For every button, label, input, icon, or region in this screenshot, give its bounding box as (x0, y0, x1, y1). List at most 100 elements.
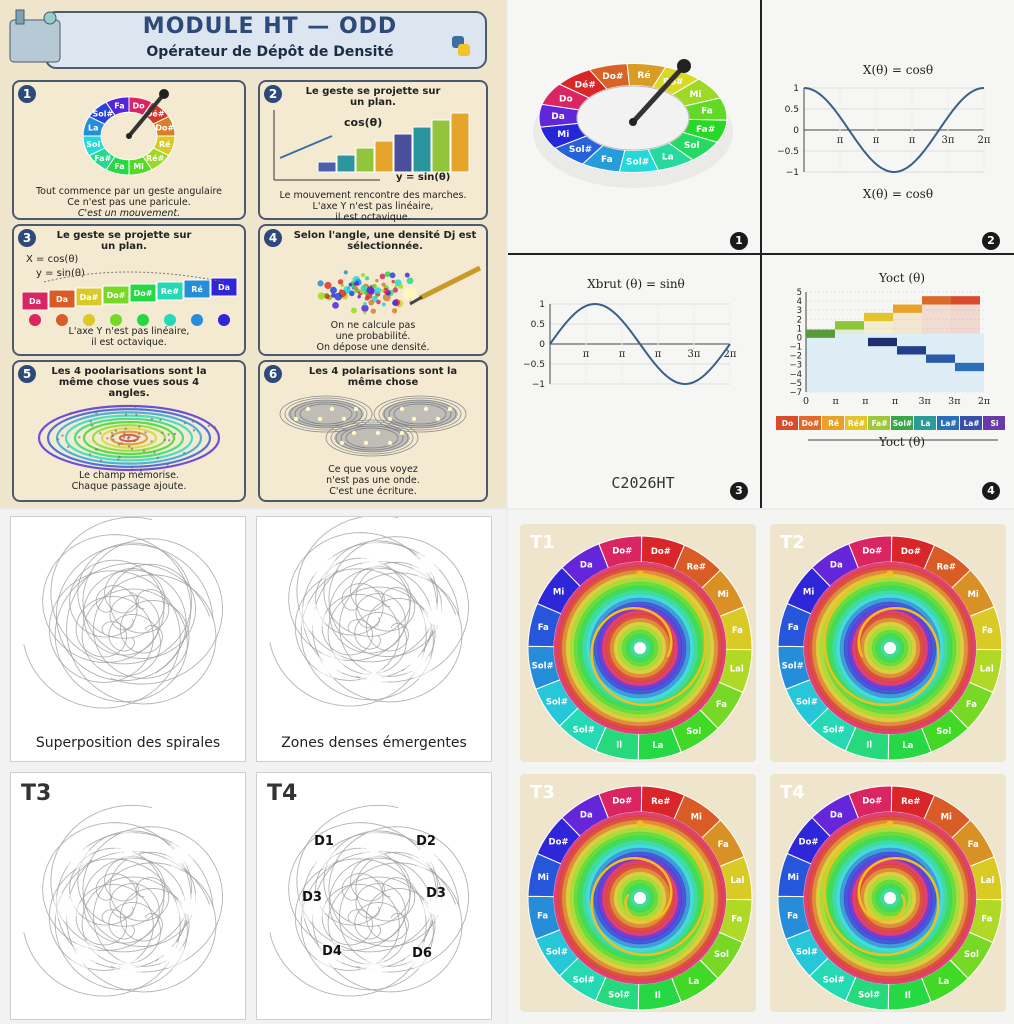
note-label: Sol# (546, 948, 568, 958)
orbit-ring (335, 423, 409, 453)
note-label: Mi (133, 162, 144, 171)
note-label: Do (133, 101, 146, 110)
card-caption-line: il est octavique. (91, 337, 167, 348)
note-label: Sol# (796, 698, 818, 708)
spiral-curve (82, 826, 223, 973)
x-tick-label: 2π (978, 135, 991, 146)
note-label: Da (56, 295, 68, 304)
density-dot (374, 295, 378, 299)
stair-block (336, 154, 356, 173)
note-label: Da (218, 283, 230, 292)
x-tick-label: π (833, 396, 839, 407)
note-label: Ré (191, 284, 203, 294)
y-tick-label: 1 (797, 324, 802, 334)
dense-zone-core (322, 947, 338, 963)
y-tick-label: −4 (789, 370, 802, 380)
note-dot (110, 314, 122, 326)
note-label: Mi (689, 90, 701, 100)
x-tick-label: π (583, 349, 590, 360)
y-tick-label: −3 (789, 361, 802, 371)
light-point (423, 406, 429, 412)
note-label: Fa# (94, 154, 111, 163)
spiral-band (819, 827, 961, 969)
dense-zone-core (428, 899, 444, 915)
card-caption-line: L'axe Y n'est pas linéaire, (68, 326, 190, 337)
spiral-band (871, 629, 909, 667)
note-label: Fa (537, 912, 548, 922)
spiral-band (851, 859, 929, 937)
spiral-band (819, 577, 961, 719)
note-label: Do (559, 95, 573, 105)
field-dot (191, 420, 195, 423)
light-point (353, 406, 359, 412)
field-dot (99, 459, 103, 462)
x-tick-label: 3π (688, 349, 701, 360)
field-dot (192, 429, 196, 432)
card-caption-line: L'axe Y n'est pas linéaire, (312, 201, 434, 212)
note-label: Sol# (823, 975, 845, 985)
field-dot (153, 451, 156, 454)
writing-field-illustration (279, 395, 467, 457)
density-label: D6 (412, 946, 432, 961)
step-bar (893, 304, 922, 313)
spiral-band (835, 843, 945, 953)
y-tick-label: 1 (539, 300, 545, 310)
note-step (210, 277, 238, 297)
spiral-band (851, 609, 929, 687)
density-dot (380, 288, 385, 293)
stair-block (431, 119, 451, 173)
field-dot (66, 445, 70, 449)
density-dot (337, 279, 344, 285)
dense-zone-core (172, 847, 188, 863)
note-label: Da (29, 297, 41, 306)
note-chip (983, 416, 1005, 430)
density-dot (348, 290, 355, 297)
note-label: Fa (981, 915, 992, 925)
density-dot (332, 302, 339, 309)
field-dot (95, 412, 98, 415)
orbit-ring (388, 401, 452, 427)
field-dot (163, 438, 166, 442)
light-point (363, 440, 369, 446)
note-label: Sol# (626, 157, 649, 167)
polarisation-ring (118, 433, 140, 443)
note-label: Sol# (569, 145, 592, 155)
polarisation-ring (64, 414, 194, 462)
density-dot (361, 304, 369, 312)
step-bar (835, 321, 864, 330)
note-label: Sol (686, 727, 701, 737)
spiral-band (863, 871, 917, 925)
note-label: Dé# (146, 108, 165, 118)
spiral-band (569, 577, 711, 719)
field-dot (134, 405, 137, 408)
note-label: Mi (557, 130, 569, 140)
dense-zone-core (182, 899, 198, 915)
density-dot (343, 270, 348, 275)
spiral-panel-2: Zones denses émergentes (256, 516, 492, 762)
density-dot (398, 284, 404, 289)
note-label: Fa (601, 155, 613, 165)
field-dot (124, 413, 128, 416)
density-dot (391, 308, 398, 314)
density-dot (363, 302, 367, 306)
note-label: Sol# (573, 725, 595, 735)
spiral-band (601, 609, 679, 687)
step-bar (868, 337, 897, 347)
spiral-band (803, 811, 977, 985)
wheel-label: T4 (780, 782, 805, 803)
y-tick-label: −0.5 (777, 147, 799, 157)
spiral-panels: Superposition des spirales Zones denses … (0, 510, 506, 1024)
y-tick-label: 0 (793, 126, 799, 136)
x-tick-label: π (909, 135, 916, 146)
note-label: Mi (967, 590, 978, 600)
spiral-curve (50, 517, 193, 665)
module-subtitle: Opérateur de Dépôt de Densité (146, 44, 394, 60)
orbit-ring (279, 395, 373, 433)
note-chip-label: Ré (828, 419, 839, 428)
note-label: La (902, 741, 913, 751)
data-curve (549, 302, 731, 386)
density-dot (381, 282, 386, 287)
note-label: Re# (687, 562, 706, 572)
note-label: La (688, 977, 699, 987)
card-caption-line: C'est une écriture. (329, 486, 417, 497)
